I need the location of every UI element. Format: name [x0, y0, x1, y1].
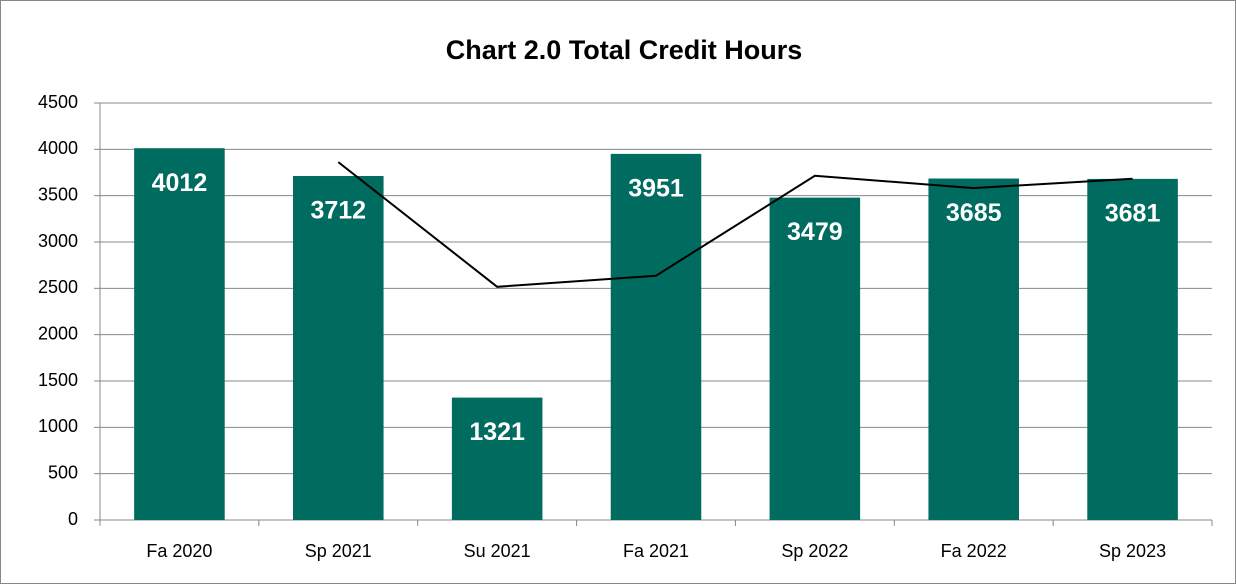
x-tick-label: Sp 2022 — [781, 541, 848, 561]
bar — [293, 176, 384, 520]
x-tick-label: Fa 2020 — [146, 541, 212, 561]
y-tick-label: 4500 — [38, 92, 78, 112]
bar — [928, 178, 1019, 521]
chart-title: Chart 2.0 Total Credit Hours — [446, 35, 803, 65]
bar — [134, 148, 225, 521]
x-tick-label: Su 2021 — [464, 541, 531, 561]
x-tick-label: Fa 2022 — [941, 541, 1007, 561]
value-label: 3951 — [628, 174, 684, 202]
y-tick-label: 3000 — [38, 231, 78, 251]
y-tick-label: 0 — [68, 509, 78, 529]
bar — [1087, 178, 1178, 521]
y-tick-label: 3500 — [38, 184, 78, 204]
y-tick-label: 1000 — [38, 416, 78, 436]
y-tick-label: 500 — [48, 462, 78, 482]
bar — [451, 397, 543, 520]
bar — [610, 153, 702, 520]
value-label: 3681 — [1105, 200, 1161, 228]
line — [337, 161, 1133, 288]
x-tick-label: Sp 2021 — [305, 541, 372, 561]
value-label: 4012 — [152, 169, 208, 197]
y-tick-label: 2500 — [38, 277, 78, 297]
value-label: 1321 — [469, 418, 525, 446]
y-tick-label: 2000 — [38, 323, 78, 343]
x-tick-label: Sp 2023 — [1099, 541, 1166, 561]
value-label: 3712 — [310, 197, 366, 225]
value-label: 3479 — [787, 218, 843, 246]
y-tick-label: 1500 — [38, 370, 78, 390]
x-tick-label: Fa 2021 — [623, 541, 689, 561]
value-label: 3685 — [946, 199, 1002, 227]
bar — [769, 197, 861, 520]
y-tick-label: 4000 — [38, 138, 78, 158]
